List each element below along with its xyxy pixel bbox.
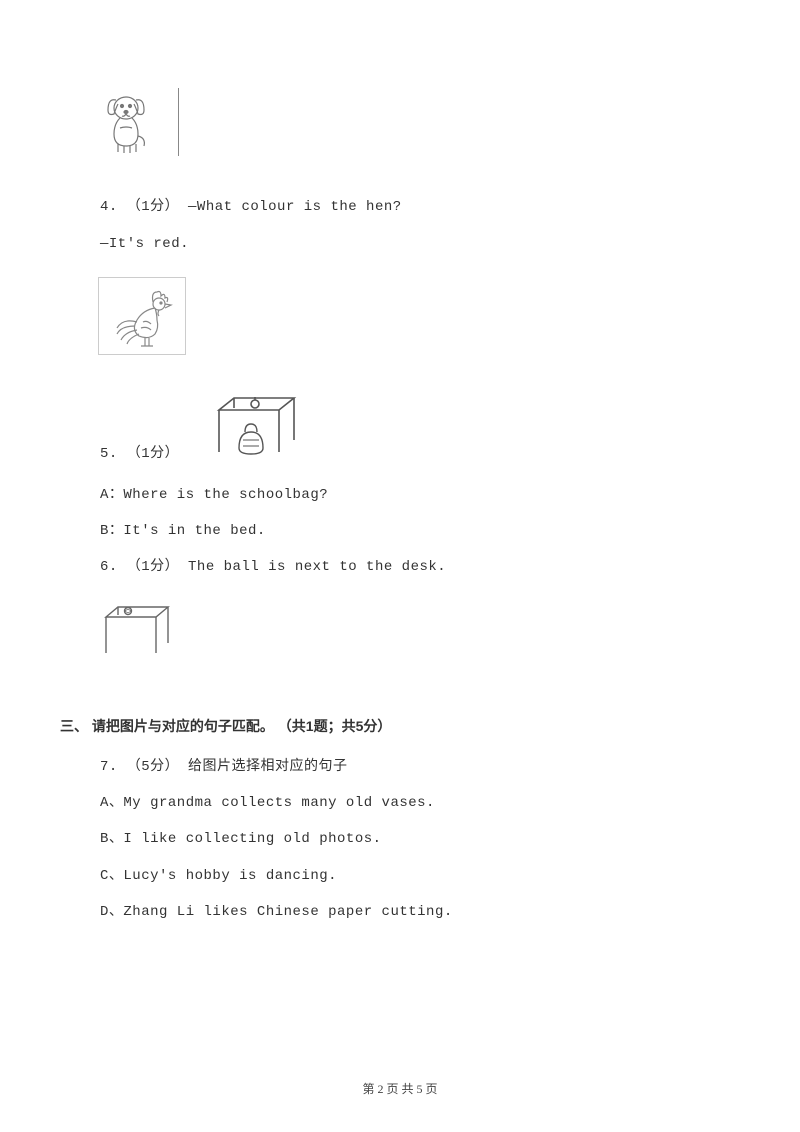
footer-total: 5 xyxy=(417,1082,423,1096)
footer-mid: 页 共 xyxy=(386,1082,413,1096)
q7-opt-c: C、Lucy's hobby is dancing. xyxy=(100,865,710,887)
footer-suffix: 页 xyxy=(426,1082,438,1096)
q6-num: 6. xyxy=(100,559,118,575)
page-footer: 第 2 页 共 5 页 xyxy=(0,1080,800,1097)
section-3-count: （共1题；共5分） xyxy=(278,718,392,734)
q5-line: 5. （1分） xyxy=(100,443,179,465)
q4-num: 4. xyxy=(100,199,118,215)
footer-page: 2 xyxy=(377,1082,383,1096)
q7-opt-d: D、Zhang Li likes Chinese paper cutting. xyxy=(100,901,710,923)
section-3-title: 请把图片与对应的句子匹配。 xyxy=(92,718,274,734)
q5-num: 5. xyxy=(100,446,118,462)
section-3-label: 三、 xyxy=(60,718,88,734)
q7-num: 7. xyxy=(100,759,118,775)
section-3-heading: 三、 请把图片与对应的句子匹配。 （共1题；共5分） xyxy=(60,715,710,737)
q7-stem-text: 给图片选择相对应的句子 xyxy=(188,759,348,775)
image-dog xyxy=(98,88,179,156)
page-content: 4. （1分） —What colour is the hen? —It's r… xyxy=(90,80,710,923)
q6-points: （1分） xyxy=(127,559,179,575)
q5-points: （1分） xyxy=(127,446,179,462)
q5-a: A：Where is the schoolbag? xyxy=(100,484,710,506)
image-desk-ball xyxy=(98,601,176,661)
image-table-bag xyxy=(209,390,304,470)
footer-prefix: 第 xyxy=(362,1082,374,1096)
q7-stem: 7. （5分） 给图片选择相对应的句子 xyxy=(100,756,710,778)
q7-opt-a: A、My grandma collects many old vases. xyxy=(100,792,710,814)
q4-text1: —What colour is the hen? xyxy=(188,199,402,215)
q4-line1: 4. （1分） —What colour is the hen? xyxy=(100,196,710,218)
q7-points: （5分） xyxy=(127,759,179,775)
q6-line: 6. （1分） The ball is next to the desk. xyxy=(100,556,710,578)
q6-text: The ball is next to the desk. xyxy=(188,559,446,575)
image-hen xyxy=(98,277,186,355)
q7-opt-b: B、I like collecting old photos. xyxy=(100,828,710,850)
q5-row: 5. （1分） xyxy=(90,390,710,470)
q4-line2: —It's red. xyxy=(100,233,710,255)
q4-points: （1分） xyxy=(127,199,179,215)
q5-b: B：It's in the bed. xyxy=(100,520,710,542)
